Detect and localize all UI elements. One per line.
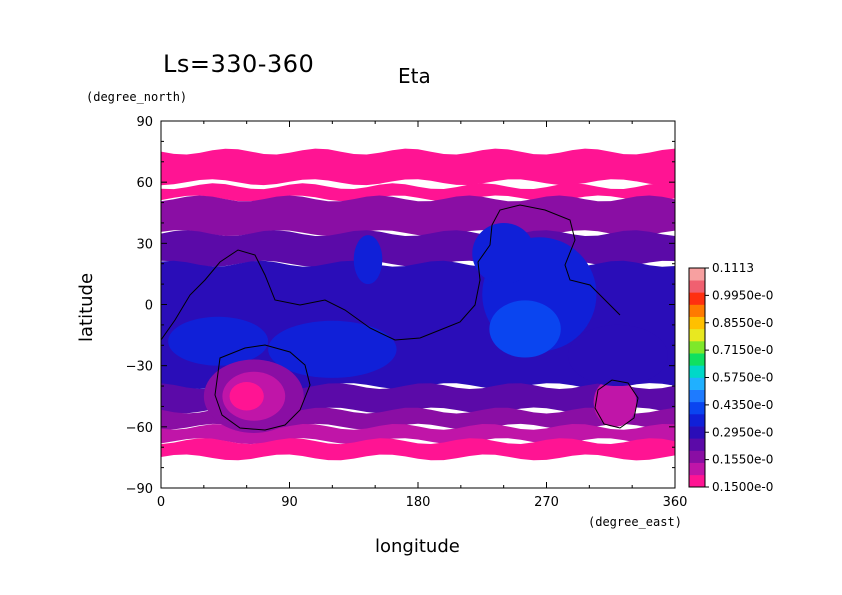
axes: 0 90 180 270 360 90 60 30 0 −30 −60 −90 — [126, 115, 688, 510]
heatmap-band — [161, 424, 675, 445]
coastline-north-africa — [161, 204, 621, 341]
y-tick-label: 30 — [136, 237, 153, 252]
y-tick-label: −60 — [126, 421, 153, 436]
colorbar-label: 0.9950e-0 — [712, 288, 773, 302]
colorbar-swatch — [689, 341, 705, 354]
x-units: (degree_east) — [588, 515, 682, 529]
colorbar-label: 0.4350e-0 — [712, 398, 773, 412]
colorbar-swatch — [689, 365, 705, 378]
colorbar-swatch — [689, 414, 705, 427]
heatmap-cell — [168, 316, 269, 366]
heatmap-band — [161, 148, 675, 186]
heatmap-band — [161, 438, 675, 461]
heatmap-cell — [353, 235, 383, 285]
colorbar-label: 0.1500e-0 — [712, 480, 773, 494]
colorbar-label: 0.2950e-0 — [712, 425, 773, 439]
heatmap-cell — [489, 300, 561, 358]
y-tick-label: −30 — [126, 360, 153, 375]
x-axis-label: longitude — [375, 536, 460, 557]
y-tick-label: 90 — [136, 115, 153, 130]
colorbar-swatch — [689, 426, 705, 439]
colorbar-label: 0.1550e-0 — [712, 453, 773, 467]
colorbar-swatch — [689, 304, 705, 317]
colorbar-swatch — [689, 401, 705, 415]
y-units: (degree_north) — [86, 90, 188, 104]
colorbar-label: 0.7150e-0 — [712, 343, 773, 357]
chart-title: Eta — [398, 64, 431, 88]
colorbar-swatch — [689, 280, 705, 293]
colorbar-label: 0.8550e-0 — [712, 316, 773, 330]
colorbar-swatch — [689, 474, 705, 488]
coastline-south-a — [214, 344, 311, 431]
coastline-contours — [161, 204, 639, 431]
heatmap-band — [161, 183, 675, 202]
heatmap-cell — [567, 324, 668, 387]
y-tick-label: 0 — [145, 299, 153, 314]
y-tick-label: −90 — [126, 482, 153, 497]
x-tick-label: 90 — [281, 495, 298, 510]
x-tick-label: 360 — [663, 495, 688, 510]
heatmap-cell — [229, 381, 264, 411]
y-tick-label: 60 — [136, 176, 153, 191]
colorbar-swatch — [689, 328, 705, 342]
heatmap-band — [161, 195, 675, 237]
colorbar-swatch — [689, 316, 705, 330]
colorbar: 0.1113 0.9950e-0 0.8550e-0 0.7150e-0 0.5750e… — [688, 261, 773, 494]
colorbar-swatch — [689, 353, 705, 366]
coastline-south-b — [594, 379, 639, 429]
x-tick-label: 270 — [534, 495, 559, 510]
colorbar-swatch — [689, 292, 705, 305]
colorbar-swatch — [689, 389, 705, 403]
heatmap-area — [161, 148, 675, 461]
colorbar-swatch — [689, 438, 705, 451]
heatmap-cell — [472, 222, 536, 285]
colorbar-label: 0.1113 — [712, 261, 754, 275]
heatmap-cell — [268, 320, 397, 378]
season-label: Ls=330-360 — [163, 50, 315, 78]
colorbar-swatch — [689, 462, 705, 476]
colorbar-swatch — [689, 450, 705, 463]
colorbar-swatch — [689, 377, 705, 390]
colorbar-swatch — [689, 268, 705, 281]
colorbar-label: 0.5750e-0 — [712, 371, 773, 385]
x-tick-label: 180 — [406, 495, 431, 510]
x-tick-label: 0 — [157, 495, 165, 510]
heatmap-cell — [593, 377, 637, 427]
